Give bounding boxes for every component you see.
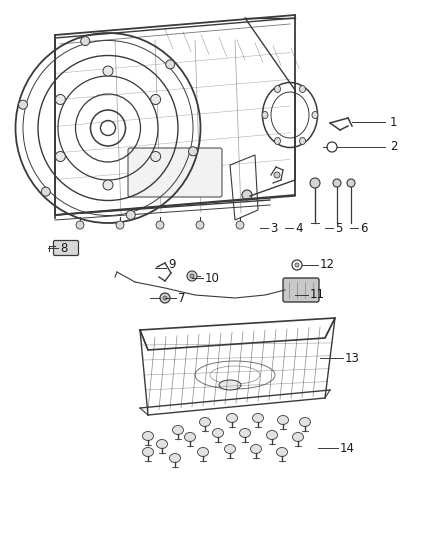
Ellipse shape (262, 111, 268, 118)
Ellipse shape (151, 94, 161, 104)
Circle shape (156, 221, 164, 229)
Circle shape (242, 190, 252, 200)
Ellipse shape (198, 448, 208, 456)
Ellipse shape (55, 151, 65, 161)
Ellipse shape (278, 416, 289, 424)
Ellipse shape (226, 414, 237, 423)
Ellipse shape (276, 448, 287, 456)
Ellipse shape (219, 380, 241, 390)
Ellipse shape (184, 432, 195, 441)
Text: 14: 14 (340, 441, 355, 455)
Ellipse shape (166, 60, 175, 69)
Text: 11: 11 (310, 288, 325, 302)
Circle shape (347, 179, 355, 187)
Ellipse shape (300, 85, 305, 93)
Text: 9: 9 (168, 259, 176, 271)
Ellipse shape (103, 66, 113, 76)
Ellipse shape (151, 151, 161, 161)
Text: 8: 8 (60, 241, 67, 254)
Ellipse shape (103, 180, 113, 190)
Ellipse shape (312, 111, 318, 118)
Circle shape (295, 263, 299, 267)
Text: 2: 2 (390, 141, 398, 154)
Circle shape (310, 178, 320, 188)
Text: 3: 3 (270, 222, 277, 235)
Ellipse shape (142, 448, 153, 456)
Circle shape (196, 221, 204, 229)
Circle shape (160, 293, 170, 303)
Ellipse shape (81, 37, 90, 45)
Ellipse shape (41, 187, 50, 196)
Text: 5: 5 (335, 222, 343, 235)
Circle shape (333, 179, 341, 187)
Ellipse shape (188, 147, 198, 156)
Ellipse shape (18, 100, 28, 109)
Ellipse shape (142, 432, 153, 440)
Ellipse shape (300, 417, 311, 426)
Circle shape (116, 221, 124, 229)
FancyBboxPatch shape (53, 240, 78, 255)
Text: 13: 13 (345, 351, 360, 365)
Text: 6: 6 (360, 222, 367, 235)
Circle shape (236, 221, 244, 229)
Text: 12: 12 (320, 259, 335, 271)
Ellipse shape (225, 445, 236, 454)
Ellipse shape (275, 138, 280, 144)
Text: 1: 1 (390, 116, 398, 128)
Circle shape (187, 271, 197, 281)
Ellipse shape (199, 417, 211, 426)
Text: 4: 4 (295, 222, 303, 235)
Text: 7: 7 (178, 292, 186, 304)
FancyBboxPatch shape (128, 148, 222, 197)
Ellipse shape (300, 138, 305, 144)
Circle shape (76, 221, 84, 229)
Ellipse shape (251, 445, 261, 454)
Circle shape (163, 296, 167, 300)
Ellipse shape (240, 429, 251, 438)
Text: 10: 10 (205, 271, 220, 285)
Circle shape (190, 274, 194, 278)
Ellipse shape (266, 431, 278, 440)
Ellipse shape (55, 94, 65, 104)
Ellipse shape (293, 432, 304, 441)
Ellipse shape (173, 425, 184, 434)
Ellipse shape (252, 414, 264, 423)
Ellipse shape (212, 429, 223, 438)
Ellipse shape (126, 211, 135, 220)
Ellipse shape (156, 440, 167, 448)
Circle shape (274, 172, 280, 178)
Ellipse shape (170, 454, 180, 463)
FancyBboxPatch shape (283, 278, 319, 302)
Ellipse shape (275, 85, 280, 93)
